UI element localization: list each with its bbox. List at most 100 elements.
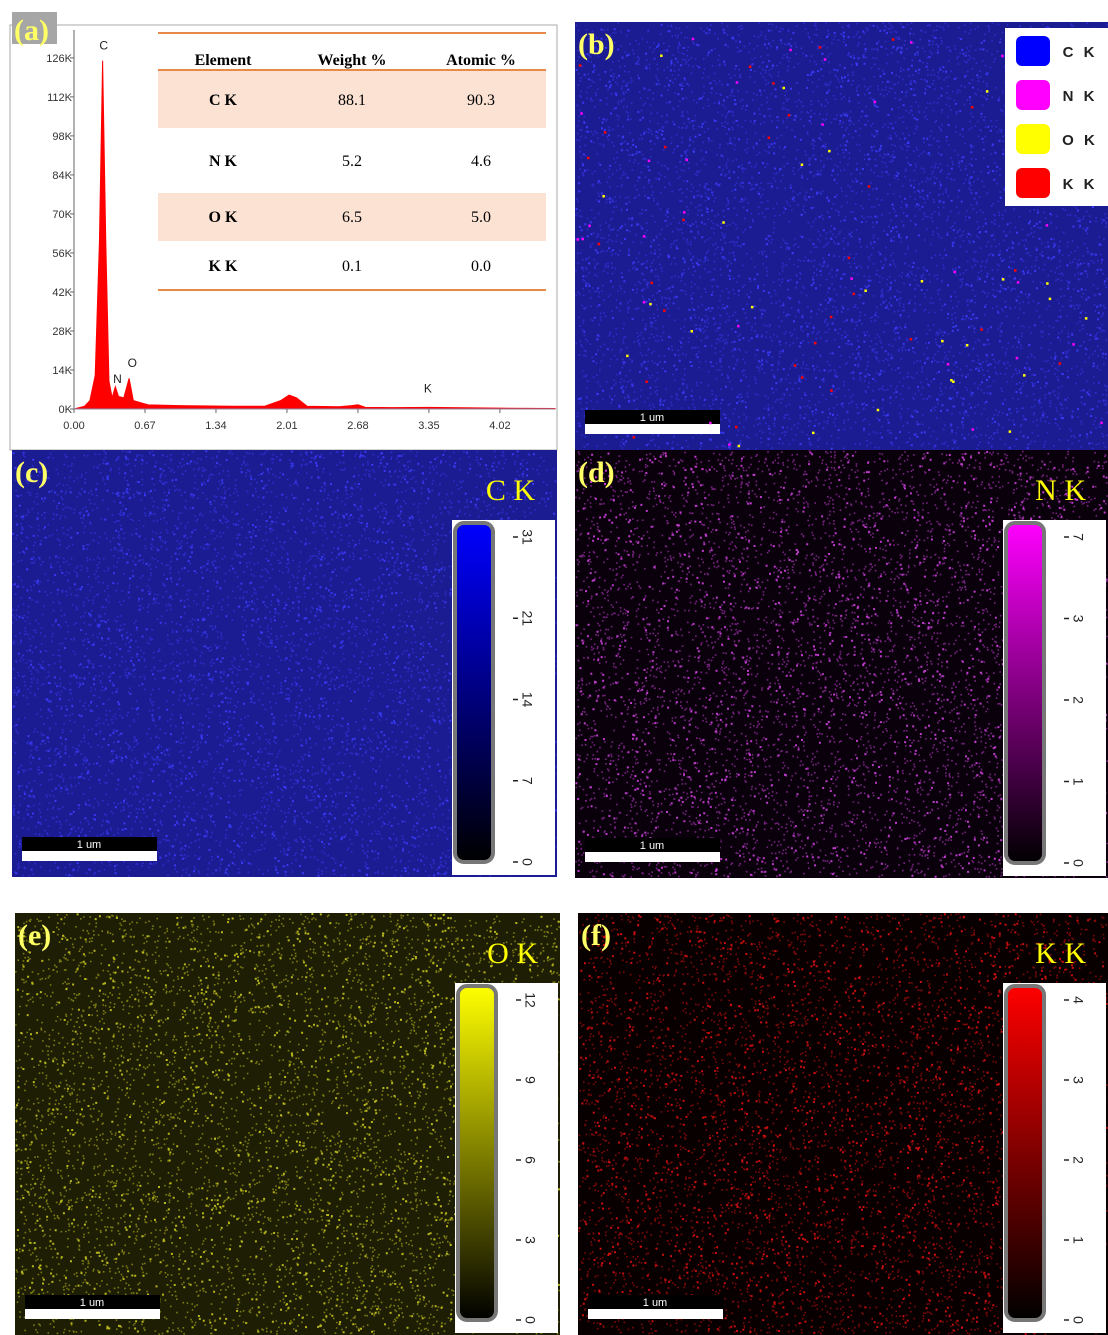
x-tick-label: 4.02: [489, 420, 510, 432]
legend-swatch: [1016, 124, 1050, 154]
scale-bar-back: [585, 838, 720, 852]
table-cell: 6.5: [342, 209, 362, 226]
x-tick-label: 2.68: [347, 420, 368, 432]
table-cell: 90.3: [467, 92, 495, 109]
table-cell: 4.6: [471, 153, 491, 170]
x-tick-label: 1.34: [205, 420, 226, 432]
y-tick-label: 0K: [59, 404, 73, 416]
element-label: K K: [1035, 937, 1086, 970]
y-tick-label: 14K: [52, 365, 72, 377]
y-tick-label: 56K: [52, 248, 72, 260]
colorbar-label: 3: [522, 1236, 538, 1244]
element-label: O K: [487, 937, 538, 970]
colorbar-label: 31: [519, 529, 535, 545]
y-tick-label: 98K: [52, 131, 72, 143]
colorbar-label: 2: [1070, 1156, 1086, 1164]
scale-bar: [585, 852, 720, 862]
map-speckle: [578, 913, 1108, 1335]
table-cell: 88.1: [338, 92, 366, 109]
colorbar-label: 21: [519, 610, 535, 626]
scale-bar-label: 1 um: [77, 839, 101, 851]
legend-swatch: [1016, 168, 1050, 198]
x-tick-label: 0.67: [134, 420, 155, 432]
colorbar-label: 12: [522, 992, 538, 1008]
colorbar-label: 7: [519, 777, 535, 785]
panel-label: (f): [581, 919, 611, 952]
colorbar: [1004, 984, 1046, 1322]
legend-label: O K: [1062, 132, 1098, 149]
legend-label: N K: [1063, 88, 1098, 105]
colorbar-label: 4: [1070, 996, 1086, 1004]
colorbar-label: 3: [1070, 615, 1086, 623]
scale-bar-label: 1 um: [640, 840, 664, 852]
map-speckle: [575, 450, 1108, 878]
x-tick-label: 3.35: [418, 420, 439, 432]
peak-label: N: [113, 372, 122, 386]
map-speckle: [15, 913, 560, 1334]
colorbar: [1004, 521, 1046, 865]
scale-bar-back: [588, 1295, 723, 1309]
table-cell: N K: [209, 153, 238, 170]
colorbar-label: 3: [1070, 1076, 1086, 1084]
peak-label: O: [128, 356, 137, 370]
table-cell: 5.2: [342, 153, 362, 170]
table-cell: C K: [209, 92, 238, 109]
colorbar: [453, 521, 495, 864]
colorbar-label: 7: [1070, 533, 1086, 541]
table-cell: 0.1: [342, 258, 362, 275]
panel-label-box: [12, 12, 57, 44]
element-label: C K: [486, 474, 536, 507]
x-tick-label: 2.01: [276, 420, 297, 432]
panel-label: (b): [578, 28, 615, 61]
y-tick-label: 70K: [52, 209, 72, 221]
table-cell: K K: [209, 258, 238, 275]
colorbar-label: 0: [522, 1316, 538, 1324]
table-row-bg: [158, 193, 546, 241]
table-header: Atomic %: [446, 52, 516, 69]
legend-label: C K: [1063, 44, 1098, 61]
colorbar-label: 0: [1070, 859, 1086, 867]
scale-bar: [588, 1309, 723, 1319]
colorbar-label: 1: [1070, 1236, 1086, 1244]
element-label: N K: [1035, 474, 1086, 507]
peak-label: K: [424, 381, 432, 395]
legend-label: K K: [1063, 176, 1098, 193]
colorbar-label: 6: [522, 1156, 538, 1164]
y-tick-label: 42K: [52, 287, 72, 299]
colorbar-label: 2: [1070, 696, 1086, 704]
y-tick-label: 28K: [52, 326, 72, 338]
scale-bar: [25, 1309, 160, 1319]
scale-bar: [585, 424, 720, 434]
legend-swatch: [1016, 36, 1050, 66]
table-cell: 5.0: [471, 209, 491, 226]
spectrum-area: [73, 60, 556, 410]
scale-bar-label: 1 um: [80, 1297, 104, 1309]
map-speckle: [12, 450, 557, 877]
colorbar: [456, 984, 498, 1322]
table-cell: 0.0: [471, 258, 491, 275]
scale-bar-back: [585, 410, 720, 424]
table-cell: O K: [209, 209, 238, 226]
y-tick-label: 84K: [52, 170, 72, 182]
colorbar-label: 0: [1070, 1316, 1086, 1324]
table-header: Element: [195, 52, 253, 69]
panel-label: (e): [18, 919, 51, 952]
scale-bar: [22, 851, 157, 861]
scale-bar-back: [22, 837, 157, 851]
colorbar-label: 1: [1070, 778, 1086, 786]
scale-bar-back: [25, 1295, 160, 1309]
panel-label: (d): [578, 456, 615, 489]
panel-label: (c): [15, 456, 48, 489]
legend-swatch: [1016, 80, 1050, 110]
colorbar-label: 14: [519, 692, 535, 708]
x-tick-label: 0.00: [63, 420, 84, 432]
colorbar-label: 9: [522, 1076, 538, 1084]
y-tick-label: 126K: [46, 53, 72, 65]
colorbar-label: 0: [519, 858, 535, 866]
scale-bar-label: 1 um: [643, 1297, 667, 1309]
map-speckle: [575, 22, 1108, 450]
scale-bar-label: 1 um: [640, 412, 664, 424]
peak-label: C: [99, 39, 108, 53]
